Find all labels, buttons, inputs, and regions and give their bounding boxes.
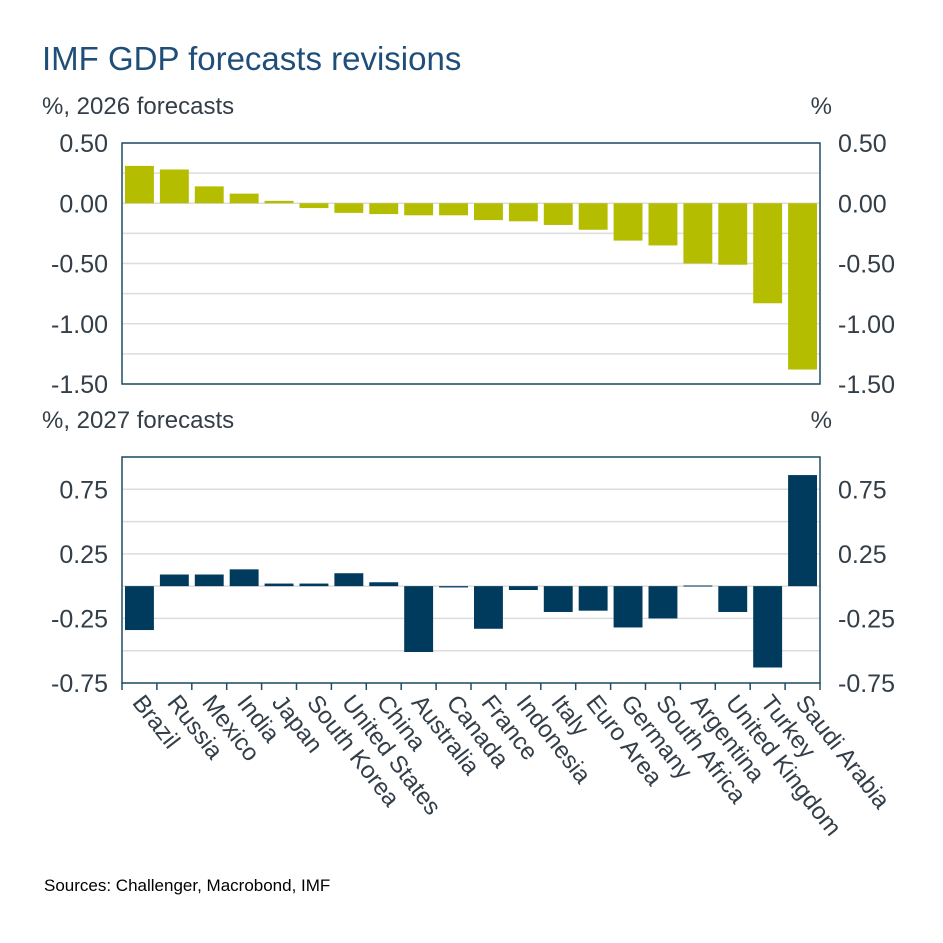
bar-saudi-arabia (788, 475, 817, 587)
bar-euro-area (578, 203, 608, 230)
bar-euro-area (578, 586, 608, 611)
right-tick-label: 0.25 (838, 541, 887, 569)
bar-india (229, 569, 259, 587)
left-tick-label: 0.50 (59, 130, 108, 158)
right-tick-label: -0.50 (838, 251, 895, 279)
left-tick-label: -0.25 (51, 605, 108, 633)
bar-japan (264, 583, 294, 587)
bar-united-kingdom (718, 203, 748, 265)
bar-united-states (334, 203, 364, 213)
bar-france (474, 203, 503, 221)
right-tick-label: -0.25 (838, 605, 895, 633)
bar-mexico (194, 186, 224, 204)
bar-argentina (683, 203, 713, 264)
right-axis-unit: % (811, 407, 832, 434)
bar-united-states (334, 573, 364, 587)
left-tick-label: 0.25 (59, 541, 108, 569)
bar-china (369, 203, 399, 215)
bar-south-korea (299, 203, 329, 209)
bar-germany (613, 586, 643, 628)
left-tick-label: -1.00 (51, 311, 108, 339)
panel-subtitle: %, 2026 forecasts (42, 93, 234, 120)
right-tick-label: 0.50 (838, 130, 887, 158)
bar-brazil (125, 586, 154, 631)
bar-south-africa (648, 586, 678, 619)
bar-indonesia (508, 203, 538, 222)
right-tick-label: -0.75 (838, 670, 895, 698)
bar-australia (404, 203, 434, 216)
bar-italy (543, 203, 573, 225)
bar-turkey (753, 586, 783, 668)
bar-china (369, 582, 399, 587)
left-tick-label: -0.75 (51, 670, 108, 698)
left-tick-label: 0.75 (59, 476, 108, 504)
chart-title: IMF GDP forecasts revisions (42, 40, 462, 77)
bar-argentina (683, 585, 713, 587)
bar-indonesia (508, 586, 538, 591)
plot-frame (121, 142, 821, 385)
bar-russia (159, 574, 189, 587)
left-tick-label: -1.50 (51, 371, 108, 399)
right-tick-label: -1.00 (838, 311, 895, 339)
plot-frame (121, 456, 821, 684)
panel-subtitle: %, 2027 forecasts (42, 407, 234, 434)
bar-south-africa (648, 203, 678, 246)
bar-saudi-arabia (788, 203, 817, 370)
right-tick-label: 0.75 (838, 476, 887, 504)
bar-india (229, 193, 259, 204)
left-tick-label: -0.50 (51, 251, 108, 279)
bar-japan (264, 200, 294, 204)
right-tick-label: 0.00 (838, 190, 887, 218)
bar-south-korea (299, 583, 329, 587)
bar-turkey (753, 203, 783, 304)
bar-germany (613, 203, 643, 241)
left-tick-label: 0.00 (59, 190, 108, 218)
source-note: Sources: Challenger, Macrobond, IMF (44, 876, 331, 895)
bar-mexico (194, 574, 224, 587)
bar-italy (543, 586, 573, 612)
bar-united-kingdom (718, 586, 748, 612)
bar-australia (404, 586, 434, 653)
right-tick-label: -1.50 (838, 371, 895, 399)
bar-russia (159, 169, 189, 204)
right-axis-unit: % (811, 93, 832, 120)
bar-canada (439, 586, 468, 588)
bar-france (474, 586, 503, 629)
bar-brazil (125, 165, 154, 204)
bar-canada (439, 203, 468, 216)
